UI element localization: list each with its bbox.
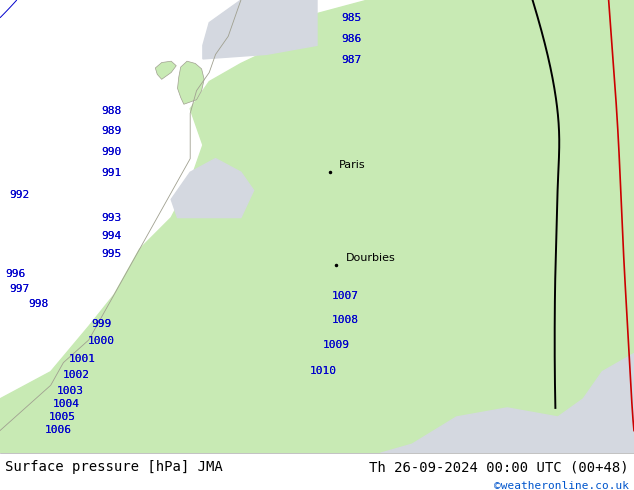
Text: 1002: 1002 — [63, 370, 89, 380]
Text: 990: 990 — [101, 147, 121, 157]
Text: 990: 990 — [101, 147, 121, 157]
Text: 997: 997 — [9, 284, 29, 294]
Text: 1003: 1003 — [56, 386, 83, 396]
Text: 1007: 1007 — [332, 291, 359, 300]
Text: 985: 985 — [342, 13, 362, 23]
Text: 1001: 1001 — [69, 354, 96, 364]
Text: 986: 986 — [342, 33, 362, 44]
Text: 1006: 1006 — [45, 425, 72, 435]
Text: 995: 995 — [101, 249, 121, 259]
Text: 1004: 1004 — [53, 399, 80, 409]
Text: 1001: 1001 — [69, 354, 96, 364]
Text: 1008: 1008 — [332, 315, 359, 324]
Text: 993: 993 — [101, 213, 121, 222]
Text: 1009: 1009 — [323, 341, 349, 350]
Text: 1006: 1006 — [45, 425, 72, 435]
Text: 992: 992 — [9, 190, 29, 200]
Text: Th 26-09-2024 00:00 UTC (00+48): Th 26-09-2024 00:00 UTC (00+48) — [369, 460, 629, 474]
Text: 985: 985 — [342, 13, 362, 23]
Text: 987: 987 — [342, 55, 362, 65]
Text: 1000: 1000 — [88, 336, 115, 346]
Text: 993: 993 — [101, 213, 121, 222]
Text: 1005: 1005 — [49, 412, 75, 422]
Polygon shape — [203, 0, 317, 59]
Text: 998: 998 — [28, 299, 48, 309]
Text: 1010: 1010 — [310, 366, 337, 376]
Polygon shape — [155, 61, 176, 79]
Polygon shape — [171, 159, 254, 218]
Polygon shape — [380, 354, 634, 453]
Text: 988: 988 — [101, 106, 121, 116]
Text: 1007: 1007 — [332, 291, 359, 300]
Text: 994: 994 — [101, 231, 121, 241]
Text: 995: 995 — [101, 249, 121, 259]
Text: 1005: 1005 — [49, 412, 75, 422]
Text: Dourbies: Dourbies — [346, 253, 395, 263]
Text: 999: 999 — [91, 319, 112, 329]
Text: 989: 989 — [101, 126, 121, 136]
Polygon shape — [178, 61, 204, 104]
Text: 999: 999 — [91, 319, 112, 329]
Text: 997: 997 — [9, 284, 29, 294]
Text: 991: 991 — [101, 168, 121, 178]
Text: ©weatheronline.co.uk: ©weatheronline.co.uk — [494, 481, 629, 490]
Text: 1003: 1003 — [56, 386, 83, 396]
Text: 998: 998 — [28, 299, 48, 309]
Text: 1008: 1008 — [332, 315, 359, 324]
Text: 989: 989 — [101, 126, 121, 136]
Text: 996: 996 — [6, 269, 26, 279]
Text: 991: 991 — [101, 168, 121, 178]
Text: 994: 994 — [101, 231, 121, 241]
Text: 988: 988 — [101, 106, 121, 116]
Text: 1000: 1000 — [88, 336, 115, 346]
Text: 1002: 1002 — [63, 370, 89, 380]
Text: 986: 986 — [342, 33, 362, 44]
Text: 992: 992 — [9, 190, 29, 200]
Polygon shape — [0, 0, 634, 453]
Text: 1010: 1010 — [310, 366, 337, 376]
Text: 1004: 1004 — [53, 399, 80, 409]
Text: 996: 996 — [6, 269, 26, 279]
Text: Paris: Paris — [339, 160, 366, 170]
Text: 1009: 1009 — [323, 341, 349, 350]
Text: 987: 987 — [342, 55, 362, 65]
Text: Surface pressure [hPa] JMA: Surface pressure [hPa] JMA — [5, 460, 223, 474]
